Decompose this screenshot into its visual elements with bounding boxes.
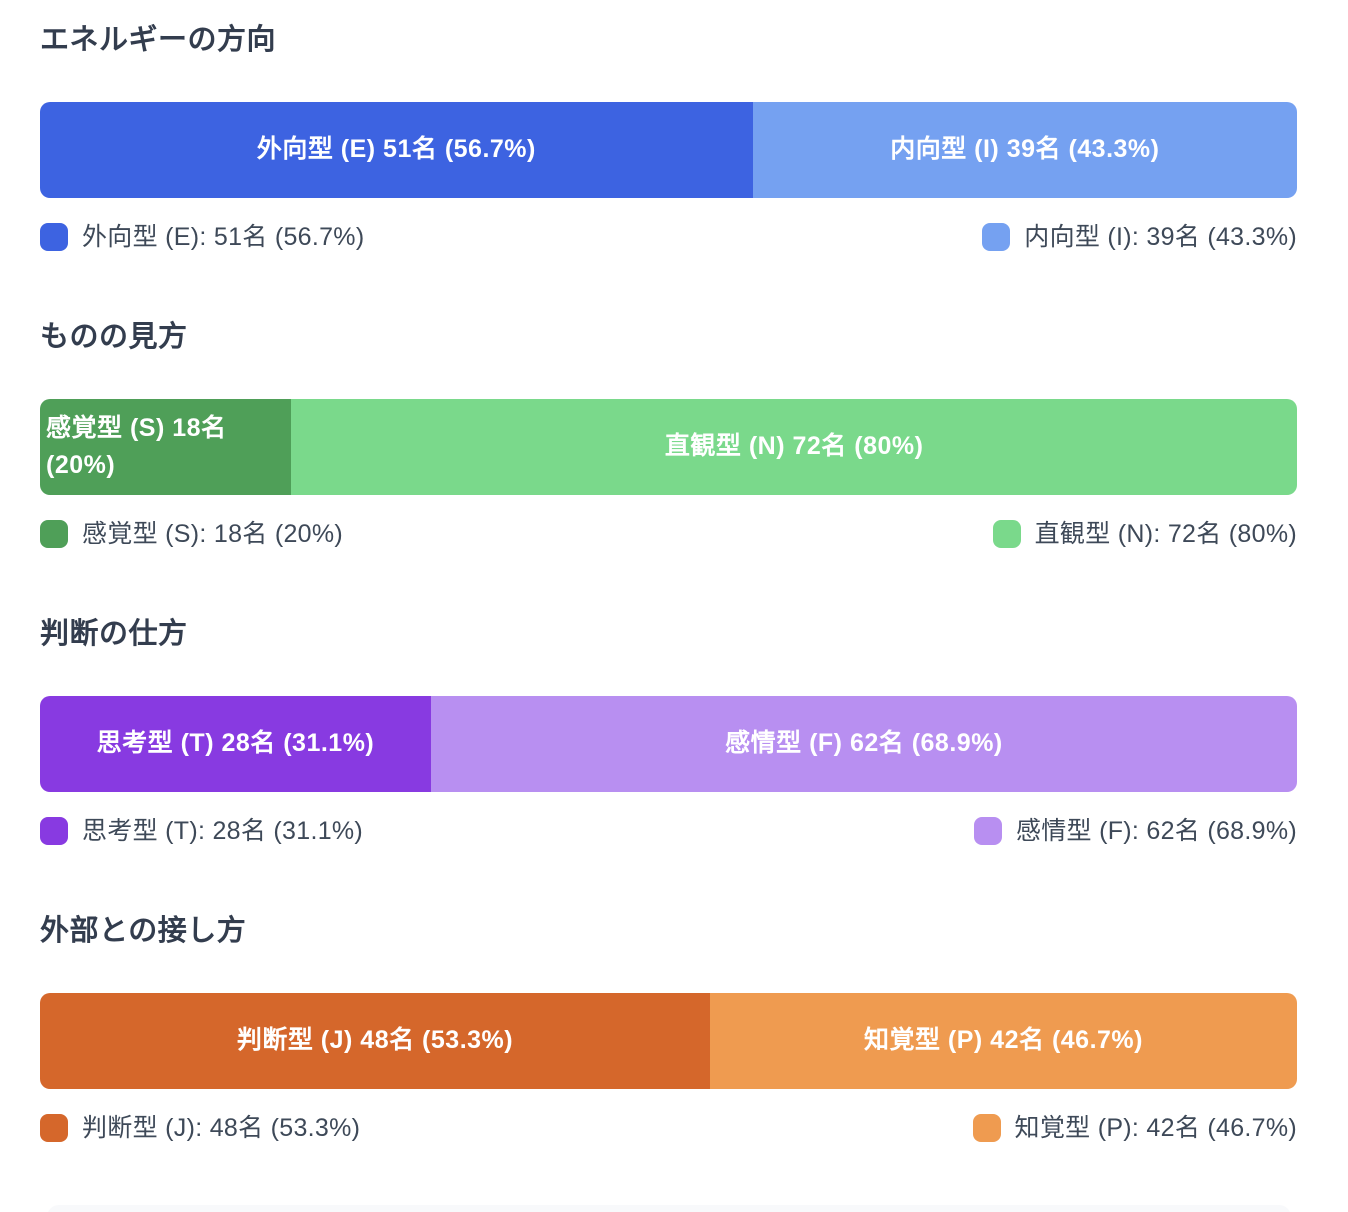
legend-item-introvert: 内向型 (I): 39名 (43.3%) xyxy=(982,222,1297,252)
legend-label: 内向型 (I): 39名 (43.3%) xyxy=(1024,223,1297,251)
legend-label: 感情型 (F): 62名 (68.9%) xyxy=(1015,817,1297,845)
legend-label: 外向型 (E): 51名 (56.7%) xyxy=(82,223,365,251)
stacked-bar: 外向型 (E) 51名 (56.7%) 内向型 (I) 39名 (43.3%) xyxy=(40,102,1297,198)
section-title: 判断の仕方 xyxy=(40,618,188,650)
legend-row: 思考型 (T): 28名 (31.1%) 感情型 (F): 62名 (68.9%… xyxy=(40,816,1297,846)
legend-row: 感覚型 (S): 18名 (20%) 直観型 (N): 72名 (80%) xyxy=(40,519,1297,549)
section-judging-style: 判断の仕方 思考型 (T) 28名 (31.1%) 感情型 (F) 62名 (6… xyxy=(40,615,1297,846)
section-perceiving-style: ものの見方 感覚型 (S) 18名 (20%) 直観型 (N) 72名 (80%… xyxy=(40,318,1297,549)
legend-swatch xyxy=(40,223,68,251)
legend-item-sensing: 感覚型 (S): 18名 (20%) xyxy=(40,519,343,549)
legend-swatch xyxy=(992,520,1021,548)
legend-item-intuition: 直観型 (N): 72名 (80%) xyxy=(992,519,1297,549)
legend-item-perceiving: 知覚型 (P): 42名 (46.7%) xyxy=(972,1113,1297,1143)
legend-label: 思考型 (T): 28名 (31.1%) xyxy=(82,817,364,845)
stacked-bar: 思考型 (T) 28名 (31.1%) 感情型 (F) 62名 (68.9%) xyxy=(40,696,1297,792)
legend-label: 直観型 (N): 72名 (80%) xyxy=(1034,520,1297,548)
bar-segment-intuition: 直観型 (N) 72名 (80%) xyxy=(291,399,1297,495)
next-section-panel xyxy=(47,1205,1291,1212)
legend-label: 判断型 (J): 48名 (53.3%) xyxy=(82,1114,361,1142)
bar-segment-sensing: 感覚型 (S) 18名 (20%) xyxy=(40,399,292,495)
legend-swatch xyxy=(40,1114,68,1142)
legend-row: 判断型 (J): 48名 (53.3%) 知覚型 (P): 42名 (46.7%… xyxy=(40,1113,1297,1143)
legend-swatch xyxy=(40,817,68,845)
section-energy-direction: エネルギーの方向 外向型 (E) 51名 (56.7%) 内向型 (I) 39名… xyxy=(40,21,1297,252)
bar-segment-perceiving: 知覚型 (P) 42名 (46.7%) xyxy=(709,993,1297,1089)
section-external-approach: 外部との接し方 判断型 (J) 48名 (53.3%) 知覚型 (P) 42名 … xyxy=(40,912,1297,1143)
section-title: 外部との接し方 xyxy=(40,915,247,947)
legend-item-thinking: 思考型 (T): 28名 (31.1%) xyxy=(40,816,363,846)
legend-swatch xyxy=(982,223,1011,251)
bar-segment-feeling: 感情型 (F) 62名 (68.9%) xyxy=(430,696,1297,792)
bar-segment-introvert: 内向型 (I) 39名 (43.3%) xyxy=(752,102,1297,198)
legend-label: 感覚型 (S): 18名 (20%) xyxy=(82,520,344,548)
legend-row: 外向型 (E): 51名 (56.7%) 内向型 (I): 39名 (43.3%… xyxy=(40,222,1297,252)
legend-item-feeling: 感情型 (F): 62名 (68.9%) xyxy=(973,816,1297,846)
section-title: エネルギーの方向 xyxy=(40,24,277,56)
legend-item-judging: 判断型 (J): 48名 (53.3%) xyxy=(40,1113,360,1143)
section-title: ものの見方 xyxy=(40,321,188,353)
stacked-bar: 判断型 (J) 48名 (53.3%) 知覚型 (P) 42名 (46.7%) xyxy=(40,993,1297,1089)
legend-swatch xyxy=(973,817,1002,845)
bar-segment-judging: 判断型 (J) 48名 (53.3%) xyxy=(40,993,710,1089)
stacked-bar: 感覚型 (S) 18名 (20%) 直観型 (N) 72名 (80%) xyxy=(40,399,1297,495)
legend-swatch xyxy=(40,520,68,548)
legend-label: 知覚型 (P): 42名 (46.7%) xyxy=(1014,1114,1297,1142)
bar-segment-thinking: 思考型 (T) 28名 (31.1%) xyxy=(40,696,431,792)
legend-item-extravert: 外向型 (E): 51名 (56.7%) xyxy=(40,222,364,252)
legend-swatch xyxy=(972,1114,1001,1142)
bar-segment-extravert: 外向型 (E) 51名 (56.7%) xyxy=(40,102,753,198)
